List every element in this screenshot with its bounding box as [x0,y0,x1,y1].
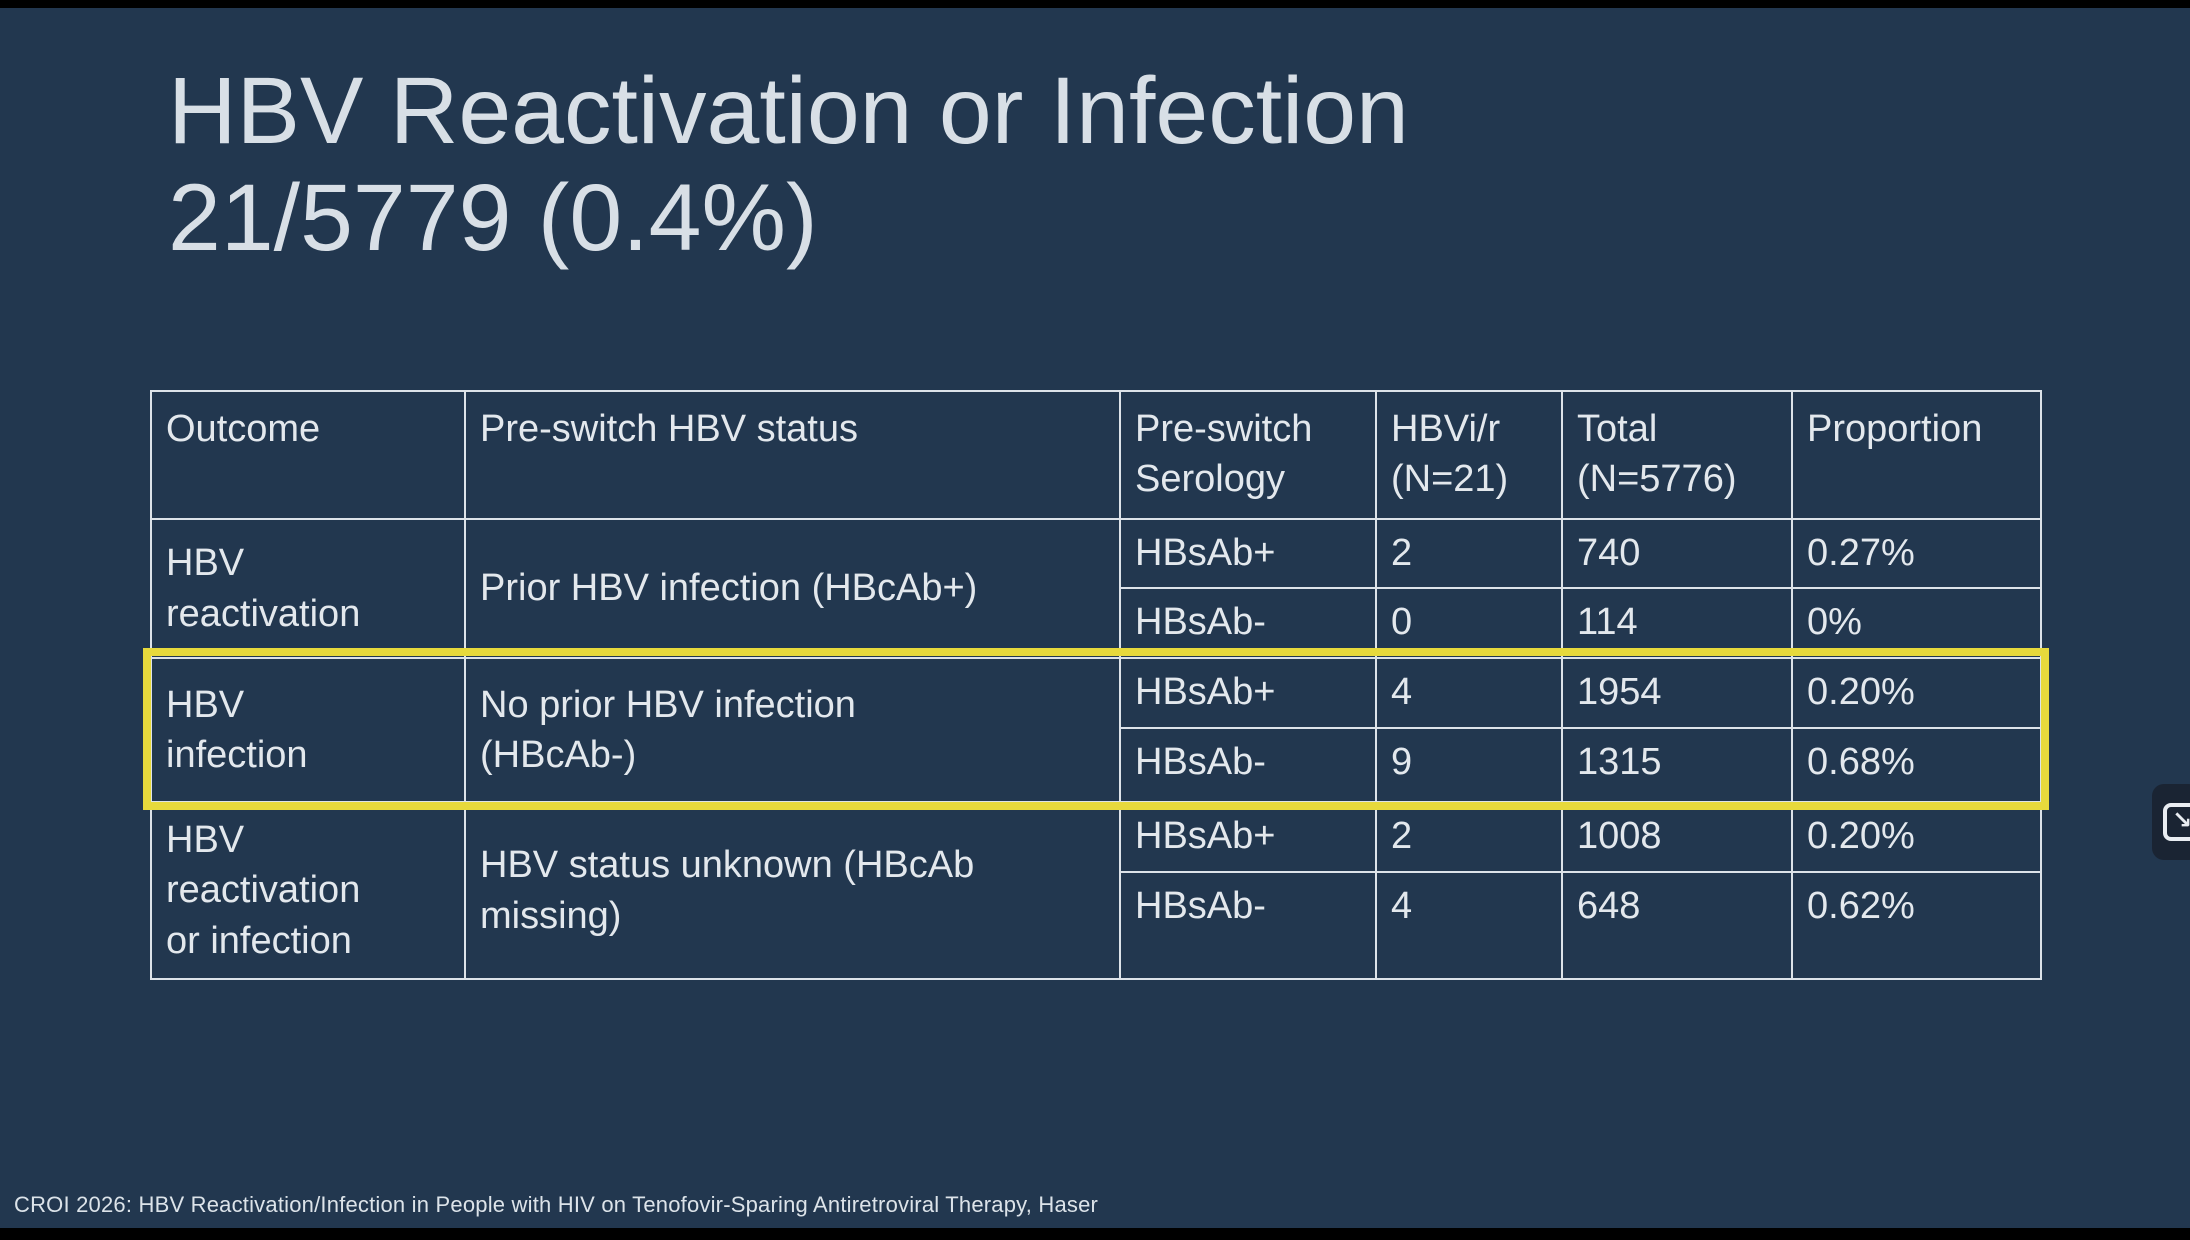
cell-proportion: 0.20% [1791,657,2042,729]
pip-arrow-icon: ↘ [2163,803,2190,841]
slide-title-line1: HBV Reactivation or Infection [168,58,1409,164]
footer-citation: CROI 2026: HBV Reactivation/Infection in… [14,1192,1099,1217]
cell-hbvi-count: 9 [1375,727,1563,803]
table-row: HBsAb- 4 648 0.62% [151,871,2042,980]
cell-outcome-infection: HBV infection [150,657,466,803]
cell-outcome-reactivation: HBV reactivation [150,518,466,659]
cell-proportion: 0.27% [1791,518,2042,589]
header-pre-switch-hbv-status: Pre-switch HBV status [464,390,1121,520]
cell-serology: HBsAb+ [1119,518,1377,589]
cell-status-prior-infection: Prior HBV infection (HBcAb+) [464,518,1121,659]
cell-outcome-reactivation-or-infection: HBV reactivation or infection [150,801,466,980]
cell-total-count: 1954 [1561,657,1793,729]
hbv-outcomes-table: Outcome Pre-switch HBV status Pre-switch… [150,390,2042,980]
cell-hbvi-count: 2 [1375,518,1563,589]
table-header-row: Outcome Pre-switch HBV status Pre-switch… [150,390,2042,520]
header-total: Total (N=5776) [1561,390,1793,520]
table-row: HBV reactivation Prior HBV infection (HB… [150,518,2042,659]
cell-serology: HBsAb+ [1119,801,1377,873]
slide-title: HBV Reactivation or Infection 21/5779 (0.… [168,58,1409,273]
table-row-highlighted: HBsAb- 9 1315 0.68% [151,727,2042,803]
letterbox-bottom-bar [0,1228,2190,1240]
cell-proportion: 0.68% [1791,727,2042,803]
slide-title-line2: 21/5779 (0.4%) [168,165,818,272]
cell-proportion: 0.62% [1791,871,2042,980]
pip-button[interactable]: ↘ [2152,784,2190,860]
cell-total-count: 1008 [1561,801,1793,873]
table-row-highlighted: HBV infection No prior HBV infection (HB… [150,657,2042,803]
cell-serology: HBsAb- [1119,727,1377,803]
cell-total-count: 1315 [1561,727,1793,803]
cell-hbvi-count: 0 [1375,587,1563,659]
cell-proportion: 0.20% [1791,801,2042,873]
cell-total-count: 114 [1561,587,1793,659]
cell-status-no-prior-infection: No prior HBV infection (HBcAb-) [464,657,1121,803]
cell-hbvi-count: 4 [1375,871,1563,980]
cell-proportion: 0% [1791,587,2042,659]
letterbox-top-bar [0,0,2190,8]
cell-hbvi-count: 2 [1375,801,1563,873]
cell-hbvi-count: 4 [1375,657,1563,729]
table-row: HBV reactivation or infection HBV status… [150,801,2042,980]
cell-serology: HBsAb- [1119,871,1377,980]
cell-serology: HBsAb- [1119,587,1377,659]
cell-serology: HBsAb+ [1119,657,1377,729]
cell-status-unknown: HBV status unknown (HBcAb missing) [464,801,1121,980]
header-proportion: Proportion [1791,390,2042,520]
table-row: HBsAb- 0 114 0% [151,587,2042,659]
header-hbvi-r: HBVi/r (N=21) [1375,390,1563,520]
header-outcome: Outcome [150,390,466,520]
cell-total-count: 740 [1561,518,1793,589]
header-pre-switch-serology: Pre-switch Serology [1119,390,1377,520]
cell-total-count: 648 [1561,871,1793,980]
